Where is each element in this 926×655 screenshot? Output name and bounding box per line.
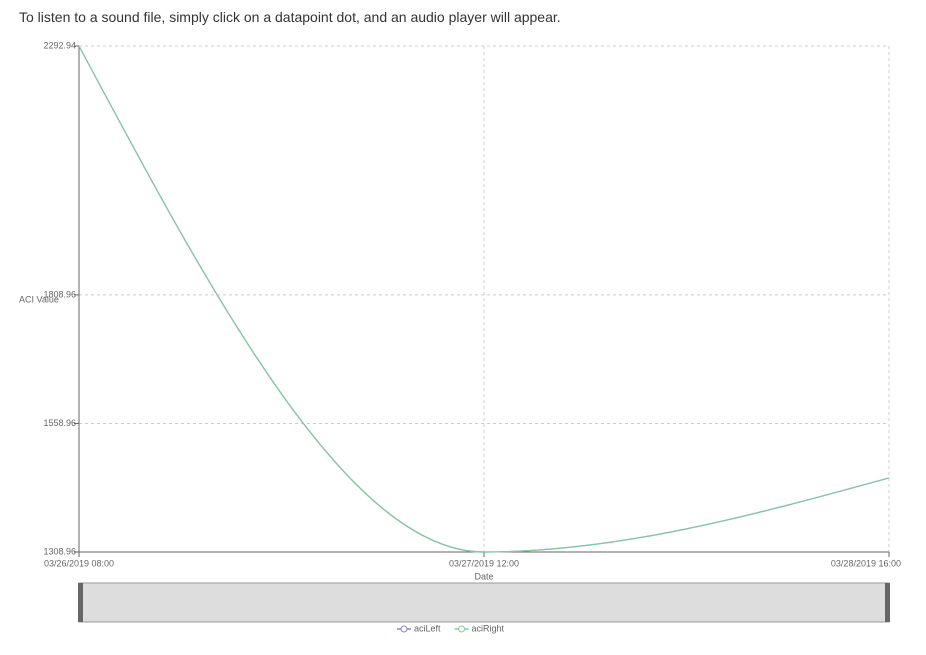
- instructions: To listen to a sound file, simply click …: [19, 9, 561, 25]
- legend-icon: [458, 625, 466, 633]
- y-tick-label: 1308.96: [43, 546, 76, 556]
- legend-label[interactable]: aciLeft: [414, 623, 441, 633]
- brush[interactable]: [78, 582, 890, 623]
- y-tick-label: 1808.96: [43, 289, 76, 299]
- x-tick-label: 03/26/2019 08:00: [44, 558, 114, 568]
- x-tick-label: 03/28/2019 16:00: [831, 558, 901, 568]
- y-tick-label: 1558.96: [43, 418, 76, 428]
- x-tick-label: 03/27/2019 12:00: [449, 558, 519, 568]
- series-line: [78, 45, 890, 553]
- y-axis-label: ACI Value: [19, 294, 59, 304]
- brush-handle[interactable]: [885, 583, 890, 622]
- legend-label[interactable]: aciRight: [472, 623, 505, 633]
- y-tick-label: 2292.94: [43, 40, 76, 50]
- x-axis-label: Date: [474, 571, 493, 581]
- legend-icon: [400, 625, 408, 633]
- brush-handle[interactable]: [78, 583, 83, 622]
